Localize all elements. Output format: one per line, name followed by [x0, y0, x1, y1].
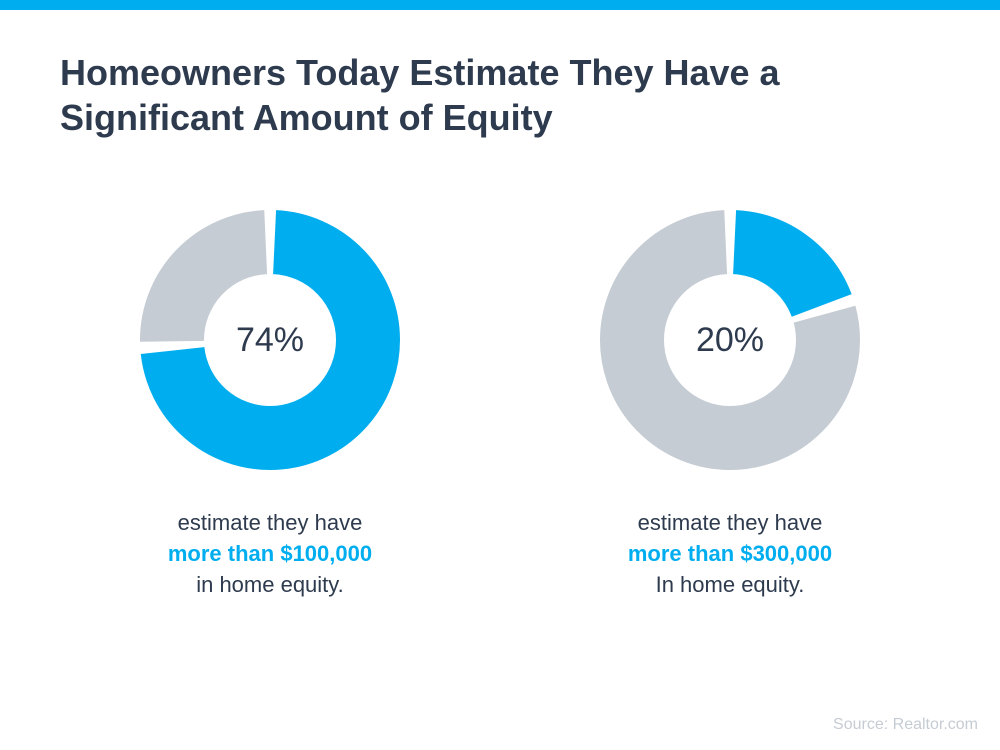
caption-left-line3: in home equity.: [196, 572, 344, 597]
charts-row: 74% estimate they have more than $100,00…: [0, 160, 1000, 600]
caption-right-line1: estimate they have: [638, 510, 823, 535]
caption-right: estimate they have more than $300,000 In…: [628, 508, 832, 600]
donut-right-label: 20%: [590, 200, 870, 480]
chart-left: 74% estimate they have more than $100,00…: [60, 200, 480, 600]
caption-left: estimate they have more than $100,000 in…: [168, 508, 372, 600]
infographic-page: Homeowners Today Estimate They Have a Si…: [0, 0, 1000, 750]
caption-left-line1: estimate they have: [178, 510, 363, 535]
source-attribution: Source: Realtor.com: [833, 716, 978, 734]
caption-right-highlight: more than $300,000: [628, 541, 832, 566]
caption-right-line3: In home equity.: [656, 572, 805, 597]
donut-left-label: 74%: [130, 200, 410, 480]
caption-left-highlight: more than $100,000: [168, 541, 372, 566]
accent-top-bar: [0, 0, 1000, 10]
donut-left: 74%: [130, 200, 410, 480]
chart-right: 20% estimate they have more than $300,00…: [520, 200, 940, 600]
donut-right: 20%: [590, 200, 870, 480]
page-title: Homeowners Today Estimate They Have a Si…: [0, 10, 1000, 160]
